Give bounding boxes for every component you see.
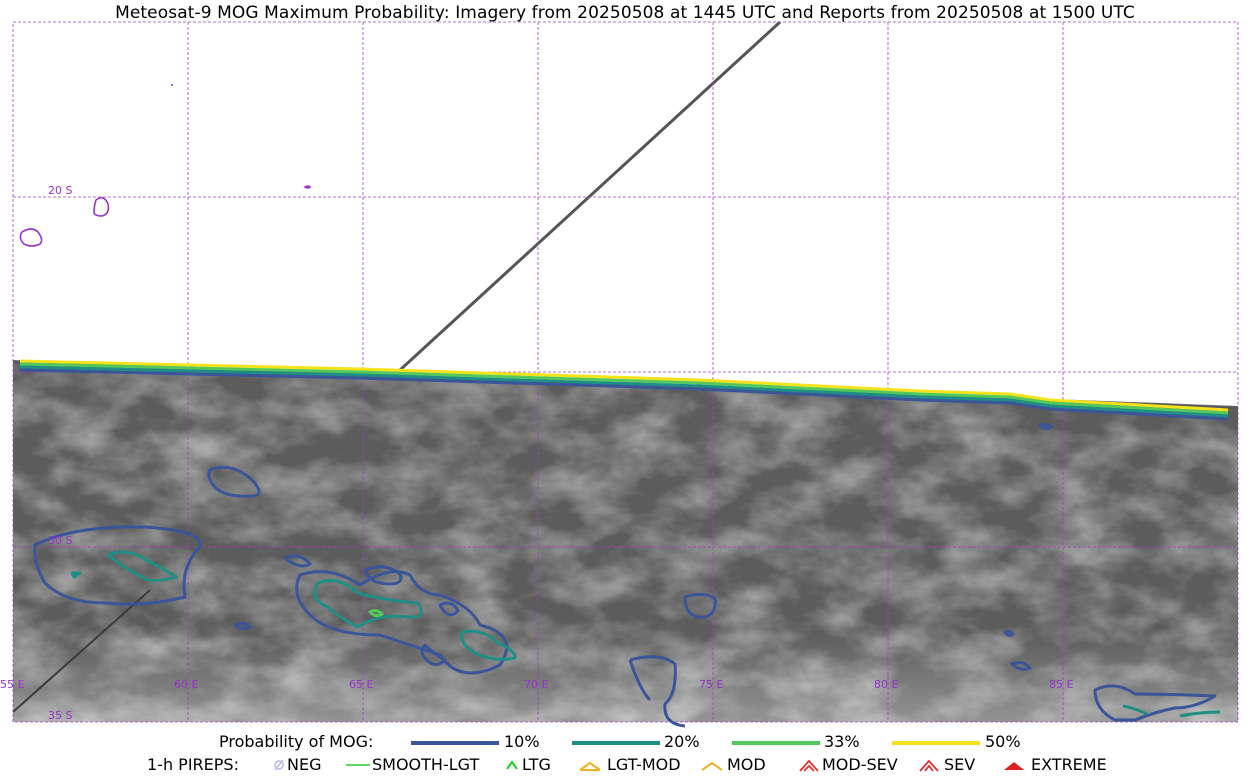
legend-33-label: 33% xyxy=(824,732,860,751)
pirep-mod-sev-label: MOD-SEV xyxy=(822,755,898,774)
pirep-lgt-mod-label: LGT-MOD xyxy=(607,755,681,774)
sev-icon xyxy=(919,759,939,772)
ltg-caret-icon xyxy=(506,760,518,770)
probability-legend: Probability of MOG: 10% 20% 33% 50% xyxy=(0,732,1250,754)
extreme-icon xyxy=(1004,762,1024,770)
lat-label-30s: 30 S xyxy=(48,534,72,547)
lon-label-65e: 65 E xyxy=(349,678,373,691)
probability-legend-title: Probability of MOG: xyxy=(219,732,374,751)
pirep-sev-label: SEV xyxy=(944,755,976,774)
map-title: Meteosat-9 MOG Maximum Probability: Imag… xyxy=(115,3,1135,23)
swatch-50 xyxy=(892,741,980,745)
pirep-mod-label: MOD xyxy=(727,755,766,774)
lat-label-35s: 35 S xyxy=(48,709,72,722)
pirep-extreme-label: EXTREME xyxy=(1031,755,1107,774)
neg-circle-icon xyxy=(274,759,284,771)
lat-label-20s: 20 S xyxy=(48,184,72,197)
lgt-mod-hat-icon xyxy=(579,761,601,771)
satellite-imagery xyxy=(13,360,1238,722)
pirep-legend: 1-h PIREPS: NEG SMOOTH-LGT LTG LGT-MOD M… xyxy=(0,755,1250,777)
pirep-ltg-label: LTG xyxy=(522,755,551,774)
scan-line-artifact xyxy=(398,20,782,372)
lon-label-75e: 75 E xyxy=(699,678,723,691)
mod-sev-icon xyxy=(799,759,819,772)
pirep-smooth-lgt-label: SMOOTH-LGT xyxy=(372,755,480,774)
mod-caret-icon xyxy=(701,761,723,771)
lat-lon-grid xyxy=(12,21,1239,723)
lon-label-55e: 55 E xyxy=(0,678,24,691)
swatch-33 xyxy=(732,741,820,745)
pirep-legend-title: 1-h PIREPS: xyxy=(147,755,239,774)
legend-20-label: 20% xyxy=(664,732,700,751)
lon-label-85e: 85 E xyxy=(1049,678,1073,691)
legend-50-label: 50% xyxy=(985,732,1021,751)
smooth-line-icon xyxy=(346,764,370,766)
pirep-neg-label: NEG xyxy=(287,755,322,774)
lon-label-80e: 80 E xyxy=(874,678,898,691)
lon-label-60e: 60 E xyxy=(174,678,198,691)
lon-label-70e: 70 E xyxy=(524,678,548,691)
swatch-20 xyxy=(572,741,660,745)
probability-contours xyxy=(19,359,1229,728)
swatch-10 xyxy=(411,741,499,745)
coastlines xyxy=(19,84,311,247)
legend-10-label: 10% xyxy=(504,732,540,751)
